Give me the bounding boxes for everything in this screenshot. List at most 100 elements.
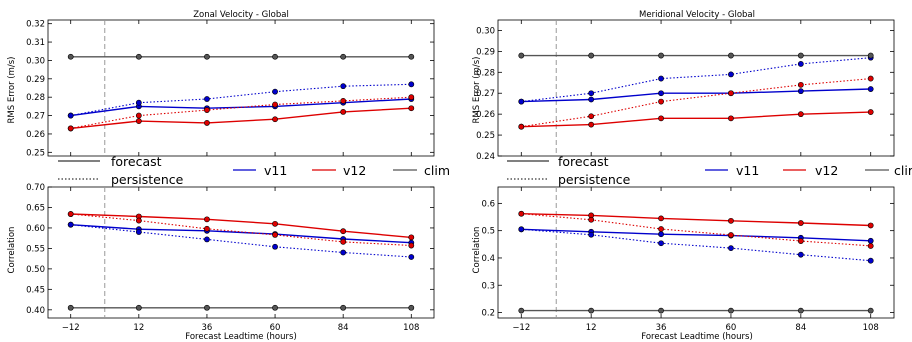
data-point-v11-persistence (135, 99, 142, 106)
data-point-v12-persistence (340, 238, 347, 245)
data-point-v12-persistence (588, 216, 595, 223)
data-point-v11-persistence (588, 90, 595, 97)
y-tick-label: 0.60 (26, 224, 45, 234)
y-tick-label: 0.30 (26, 56, 45, 66)
data-point-v11-persistence (518, 98, 525, 105)
legend-v12-label: v12 (343, 163, 366, 178)
series-line-v12-forecast (70, 107, 412, 130)
y-tick-label: 0.27 (26, 112, 45, 122)
y-tick-label: 0.55 (26, 244, 45, 254)
data-point-clim-forecast (797, 52, 804, 59)
series-line-v12-persistence (521, 78, 871, 128)
data-point-v12-persistence (204, 107, 210, 113)
data-point-v12-persistence (204, 225, 210, 232)
data-point-v11-persistence (408, 254, 415, 260)
data-point-v12-forecast (797, 111, 804, 118)
data-point-v11-persistence (728, 245, 734, 252)
data-point-v11-persistence (135, 229, 142, 235)
data-point-v12-persistence (588, 113, 595, 120)
panel-4-ylabel: Correlation (472, 227, 482, 274)
x-tick-label: 108 (863, 323, 879, 333)
y-tick-label: 0.32 (26, 20, 45, 30)
data-point-clim-forecast (797, 307, 804, 314)
data-point-clim-forecast (728, 307, 734, 314)
data-point-v11-persistence (340, 249, 347, 256)
panel-3-xlabel: Forecast Leadtime (hours) (185, 332, 297, 342)
series-line-v11-persistence (70, 83, 412, 117)
data-point-v12-persistence (272, 101, 278, 108)
x-tick-label: 108 (403, 323, 419, 333)
y-tick-label: 0.26 (26, 130, 45, 140)
data-point-v11-persistence (272, 243, 278, 250)
x-tick-label: 12 (586, 323, 597, 333)
data-point-clim-forecast (658, 52, 664, 59)
y-tick-label: 0.29 (26, 75, 45, 85)
plot-frame (47, 19, 435, 157)
x-tick-label: 84 (795, 323, 806, 333)
x-tick-label: −12 (512, 323, 530, 333)
data-point-v11-forecast (867, 86, 874, 92)
y-tick-label: 0.6 (481, 199, 495, 209)
y-tick-label: 0.50 (26, 265, 45, 275)
data-point-v12-forecast (797, 220, 804, 226)
data-point-v11-persistence (67, 221, 74, 228)
data-point-v12-persistence (867, 243, 874, 249)
data-point-clim-forecast (867, 52, 874, 59)
data-point-v11-persistence (728, 71, 734, 78)
data-point-v12-persistence (728, 90, 734, 97)
y-tick-label: 0.40 (26, 306, 45, 316)
data-point-clim-forecast (518, 52, 525, 59)
data-point-v11-persistence (272, 88, 278, 95)
data-point-v12-persistence (797, 238, 804, 244)
legend-clim-label: clim (424, 163, 450, 178)
series-line-v12-forecast (70, 213, 412, 239)
panel-3: 0.40 0.45 0.50 0.55 0.60 0.65 0.70 −12 12 36 60 84 1… (26, 183, 435, 333)
data-point-v12-persistence (658, 98, 664, 105)
panel-1-title: Zonal Velocity - Global (193, 10, 289, 20)
legend-persistence-label: persistence (558, 172, 631, 187)
data-point-clim-forecast (728, 52, 734, 59)
panel-2-ylabel: RMS Error (m/s) (472, 57, 482, 124)
data-point-v11-forecast (867, 237, 874, 244)
data-point-v12-persistence (728, 232, 734, 238)
data-point-clim-forecast (340, 304, 347, 311)
data-point-clim-forecast (408, 53, 415, 60)
data-point-v12-persistence (867, 75, 874, 82)
panel-4: 0.2 0.3 0.4 0.5 0.6 −12 12 36 60 84 108 (481, 186, 895, 333)
data-point-v11-forecast (797, 88, 804, 95)
series-line-v12-persistence (521, 213, 871, 247)
data-point-v11-persistence (658, 240, 664, 247)
data-point-clim-forecast (588, 52, 595, 59)
series-line-v11-forecast (521, 88, 871, 103)
data-point-v12-persistence (67, 125, 74, 132)
data-point-clim-forecast (658, 307, 664, 314)
y-tick-label: 0.28 (26, 93, 45, 103)
x-tick-label: 60 (726, 323, 737, 333)
data-point-v12-forecast (658, 115, 664, 122)
data-point-v12-persistence (135, 217, 142, 224)
x-tick-label: −12 (62, 323, 80, 333)
data-point-v11-forecast (658, 90, 664, 97)
data-point-v11-persistence (67, 112, 74, 119)
data-point-clim-forecast (867, 307, 874, 314)
legend-right: forecast persistence v11 v12 clim (507, 154, 912, 187)
data-point-v12-forecast (408, 234, 415, 241)
panel-3-ylabel: Correlation (7, 227, 17, 274)
y-tick-label: 0.5 (481, 227, 495, 237)
data-point-v11-persistence (867, 257, 874, 264)
y-tick-label: 0.28 (476, 68, 495, 78)
plot-frame (47, 186, 435, 319)
x-tick-label: 60 (270, 323, 281, 333)
y-tick-label: 0.70 (26, 183, 45, 193)
legend-forecast-label: forecast (558, 154, 609, 169)
series-line-v11-persistence (521, 57, 871, 103)
data-point-clim-forecast (67, 304, 74, 311)
series-line-v12-persistence (70, 96, 412, 129)
data-point-v12-forecast (658, 215, 664, 222)
series-line-v11-forecast (521, 228, 871, 242)
data-point-clim-forecast (67, 53, 74, 60)
data-point-clim-forecast (272, 53, 278, 60)
plot-frame (497, 186, 895, 319)
data-point-v12-persistence (408, 242, 415, 249)
